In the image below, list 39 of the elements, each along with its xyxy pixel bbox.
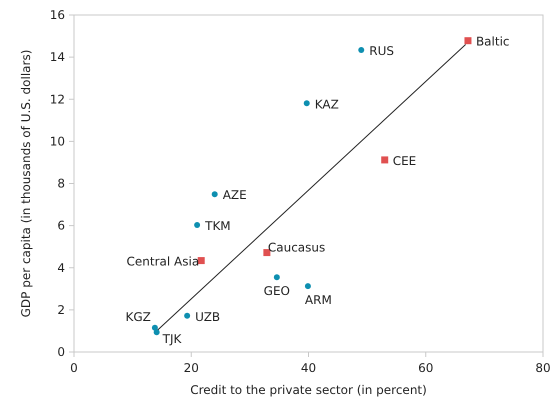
point: [304, 100, 310, 106]
point: [304, 283, 311, 290]
point: [274, 274, 280, 280]
point: [381, 156, 388, 164]
annotation: Baltic: [476, 34, 510, 49]
point: [212, 191, 218, 198]
point: [194, 222, 200, 228]
y-tick-label: 12: [50, 92, 65, 106]
y-tick-label: 6: [57, 218, 65, 233]
y-axis-title: GDP per capita (in thousands of U.S. dollars): [19, 50, 33, 318]
annotation: AZE: [222, 188, 247, 202]
annotation: GEO: [264, 284, 290, 298]
annotation: Caucasus: [268, 240, 326, 255]
point: [154, 329, 160, 336]
y-tick-label: 8: [57, 176, 65, 190]
x-tick-label: 40: [300, 361, 316, 375]
y-tick-label: 4: [57, 260, 65, 275]
annotation: UZB: [195, 310, 220, 324]
x-tick-label: 80: [535, 361, 551, 375]
x-tick-label: 60: [418, 361, 434, 375]
y-tick-label: 16: [50, 8, 65, 22]
annotation: KGZ: [126, 310, 151, 324]
annotation: Central Asia: [126, 254, 200, 269]
y-tick-label: 0: [57, 345, 65, 359]
y-tick-label: 10: [50, 134, 65, 148]
point: [464, 37, 472, 44]
point: [358, 46, 364, 53]
x-tick-label: 0: [70, 361, 78, 375]
y-tick-label: 14: [50, 50, 65, 64]
annotation: TJK: [162, 332, 183, 346]
annotation: TKM: [204, 218, 231, 233]
annotation: RUS: [369, 44, 394, 58]
y-tick-label: 2: [57, 302, 65, 317]
x-axis-title: Credit to the private sector (in percent): [190, 383, 427, 397]
annotation: CEE: [392, 154, 416, 168]
annotation: ARM: [304, 293, 332, 308]
point: [184, 312, 190, 319]
x-tick-label: 20: [184, 361, 199, 375]
annotation: KAZ: [314, 97, 339, 112]
